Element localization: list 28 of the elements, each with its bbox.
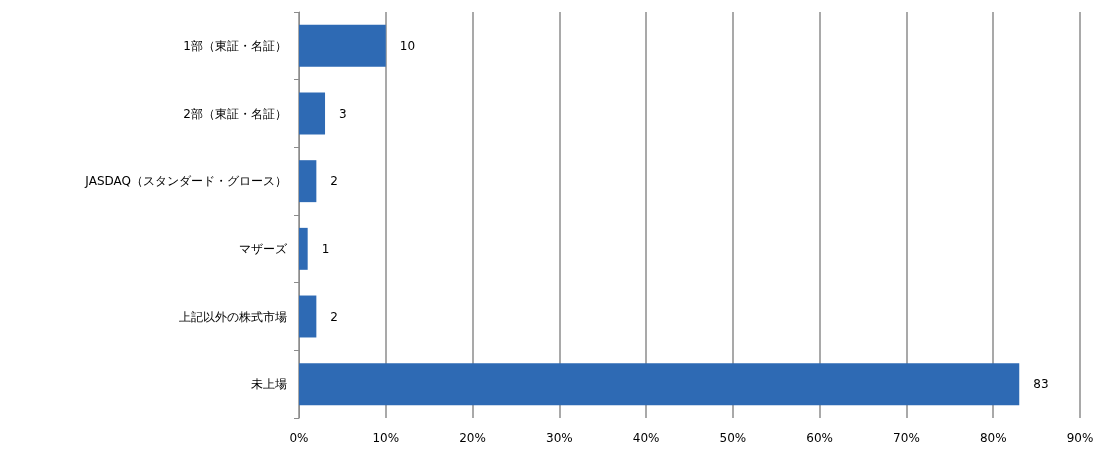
y-tick-label: 2部（東証・名証） [183,106,287,121]
bar [299,92,326,135]
bar [299,363,1020,406]
x-tick-label: 70% [893,431,920,445]
y-tick-label: 上記以外の株式市場 [179,309,287,324]
y-tick-label: JASDAQ（スタンダード・グロース） [84,174,287,189]
data-label: 10 [399,38,416,53]
bar [299,227,308,270]
y-tick-label: マザーズ [239,241,288,256]
bar [299,24,386,67]
x-tick-label: 80% [979,431,1007,445]
y-tick-label: 未上場 [251,377,287,392]
x-tick-label: 40% [632,431,660,445]
bar [299,295,317,338]
x-tick-label: 50% [719,431,747,445]
data-label: 3 [339,106,347,121]
x-tick-label: 20% [459,431,486,445]
data-label: 2 [330,309,338,324]
y-tick-label: 1部（東証・名証） [183,38,287,53]
x-tick-label: 30% [546,431,573,445]
x-tick-label: 0% [289,431,309,445]
x-tick-label: 10% [372,431,400,445]
bar [299,160,317,203]
data-label: 2 [330,174,338,189]
data-label: 83 [1033,377,1049,392]
x-tick-label: 60% [806,431,833,445]
data-label: 1 [321,241,330,256]
x-tick-label: 90% [1066,431,1094,445]
